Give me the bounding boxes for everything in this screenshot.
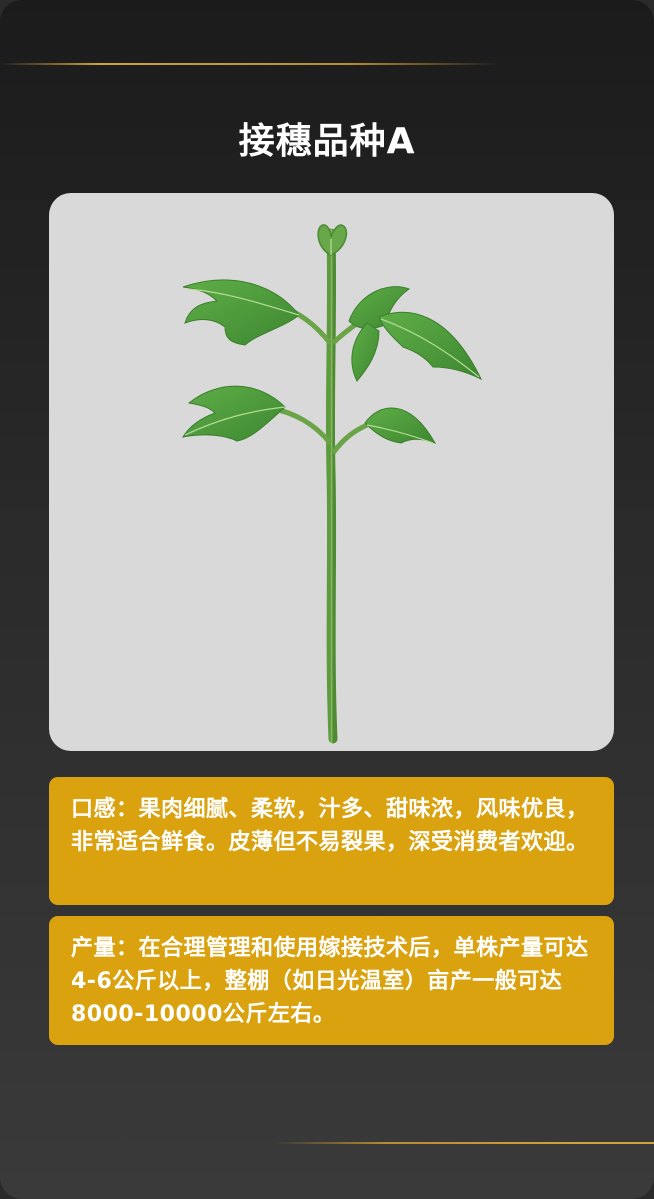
yield-info-card: 产量：在合理管理和使用嫁接技术后，单株产量可达4-6公斤以上，整棚（如日光温室）… xyxy=(49,916,614,1045)
seedling-image-panel xyxy=(49,193,614,751)
top-divider xyxy=(0,63,500,65)
yield-description: 产量：在合理管理和使用嫁接技术后，单株产量可达4-6公斤以上，整棚（如日光温室）… xyxy=(71,936,589,1027)
taste-description: 口感：果肉细腻、柔软，汁多、甜味浓，风味优良，非常适合鲜食。皮薄但不易裂果，深受… xyxy=(71,797,589,855)
taste-info-card: 口感：果肉细腻、柔软，汁多、甜味浓，风味优良，非常适合鲜食。皮薄但不易裂果，深受… xyxy=(49,777,614,905)
bottom-divider xyxy=(274,1142,654,1144)
page-title: 接穗品种A xyxy=(238,121,416,162)
seedling-icon xyxy=(182,224,483,744)
